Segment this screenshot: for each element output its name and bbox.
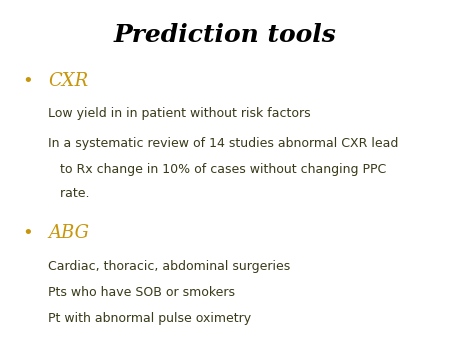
Text: Low yield in in patient without risk factors: Low yield in in patient without risk fac… (48, 107, 310, 120)
Text: In a systematic review of 14 studies abnormal CXR lead: In a systematic review of 14 studies abn… (48, 137, 398, 149)
Text: ABG: ABG (48, 224, 89, 242)
Text: •: • (22, 224, 33, 242)
Text: Prediction tools: Prediction tools (113, 23, 337, 47)
Text: rate.: rate. (48, 187, 90, 200)
Text: Pts who have SOB or smokers: Pts who have SOB or smokers (48, 286, 235, 299)
Text: to Rx change in 10% of cases without changing PPC: to Rx change in 10% of cases without cha… (48, 163, 386, 175)
Text: CXR: CXR (48, 72, 88, 90)
Text: Pt with abnormal pulse oximetry: Pt with abnormal pulse oximetry (48, 312, 251, 325)
Text: •: • (22, 72, 33, 90)
Text: Cardiac, thoracic, abdominal surgeries: Cardiac, thoracic, abdominal surgeries (48, 260, 290, 273)
